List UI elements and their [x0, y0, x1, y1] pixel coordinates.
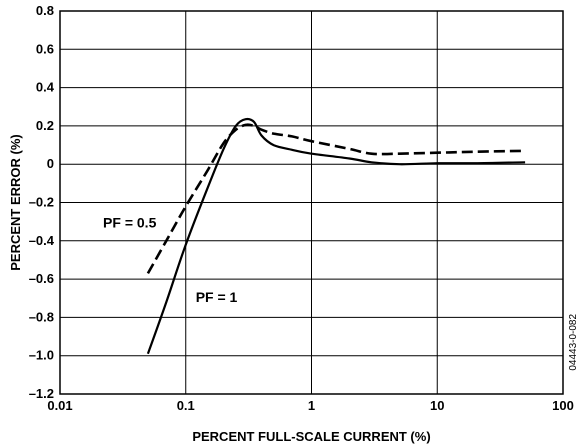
y-tick-label: –0.4: [29, 233, 55, 248]
x-tick-label: 10: [430, 398, 444, 413]
figure-code-label: 04443-0-082: [568, 314, 579, 371]
x-tick-label: 100: [552, 398, 574, 413]
y-tick-label: 0.2: [36, 118, 54, 133]
series-line-pf-1: [146, 117, 526, 355]
y-axis-title: PERCENT ERROR (%): [8, 134, 23, 271]
annotation-pf-1: PF = 1: [196, 289, 238, 305]
x-tick-label: 1: [308, 398, 315, 413]
y-tick-label: –0.2: [29, 195, 54, 210]
x-axis-title: PERCENT FULL-SCALE CURRENT (%): [192, 429, 430, 444]
y-tick-label: 0.6: [36, 41, 54, 56]
x-tick-label: 0.1: [177, 398, 195, 413]
plot-frame: [59, 10, 564, 395]
y-tick-label: 0.8: [36, 3, 54, 18]
series-layer: [146, 117, 526, 355]
x-tick-label: 0.01: [47, 398, 72, 413]
y-tick-label: 0: [47, 156, 54, 171]
y-tick-label: –0.8: [29, 309, 54, 324]
y-tick-label: –1.2: [29, 386, 54, 401]
tick-labels: 0.8 0.6 0.4 0.2 0 –0.2 –0.4 –0.6 –0.8 –1.0 –1.20.0…: [29, 3, 574, 413]
series-line-pf-0-5: [146, 123, 526, 275]
y-tick-label: –0.6: [29, 271, 54, 286]
y-tick-label: –1.0: [29, 348, 54, 363]
y-tick-label: 0.4: [36, 80, 55, 95]
annotation-pf-0-5: PF = 0.5: [103, 214, 157, 230]
grid: [60, 11, 563, 394]
